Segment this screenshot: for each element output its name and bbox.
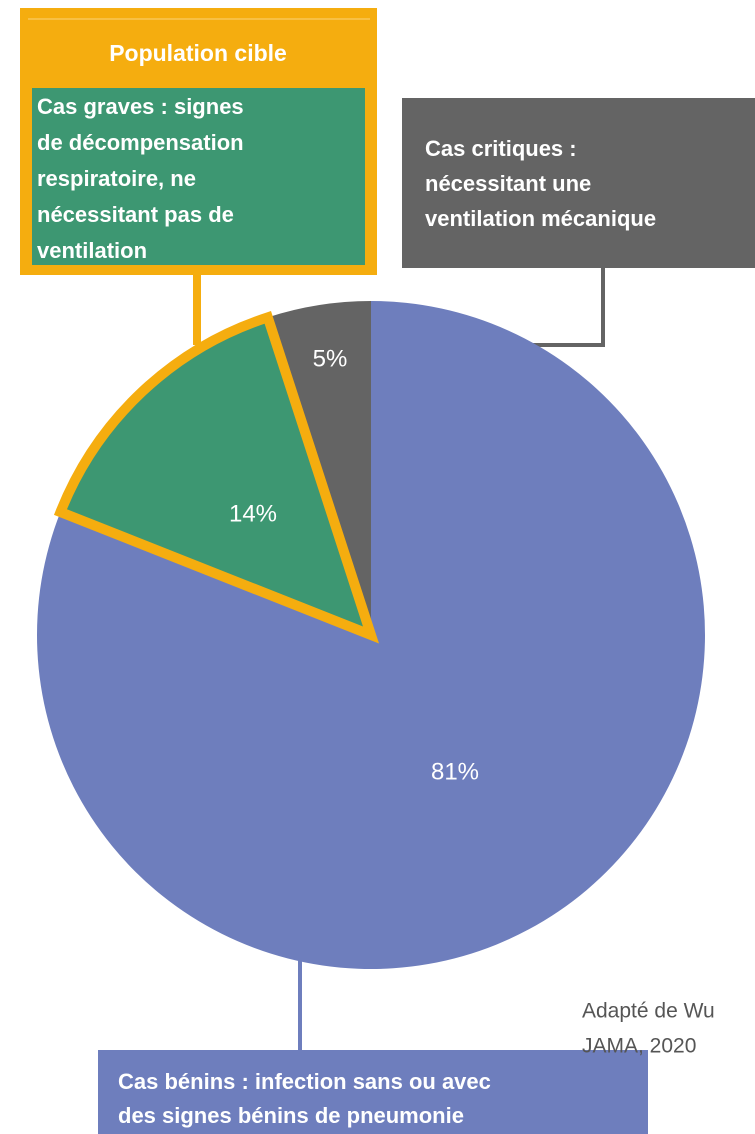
category-label: respiratoire, ne: [37, 166, 196, 191]
category-box: [402, 98, 755, 268]
value-label: 5%: [313, 345, 348, 372]
category-label: Cas graves : signes: [37, 94, 244, 119]
category-label: Cas critiques :: [425, 136, 577, 161]
pie-slice: [53, 311, 380, 644]
source-note: Adapté de Wu: [582, 1000, 715, 1023]
value-label: 81%: [431, 758, 479, 785]
category-label: ventilation mécanique: [425, 206, 656, 231]
category-label: de décompensation: [37, 130, 244, 155]
frame-title: Population cible: [109, 40, 287, 66]
category-box: [98, 1050, 648, 1134]
category-label: des signes bénins de pneumonie: [118, 1103, 464, 1128]
value-label: 14%: [229, 500, 277, 527]
category-label: Cas bénins : infection sans ou avec: [118, 1069, 491, 1094]
category-label: nécessitant une: [425, 171, 591, 196]
category-box: [32, 88, 365, 265]
source-note: JAMA, 2020: [582, 1035, 696, 1058]
category-label: ventilation: [37, 238, 147, 263]
category-label: nécessitant pas de: [37, 202, 234, 227]
